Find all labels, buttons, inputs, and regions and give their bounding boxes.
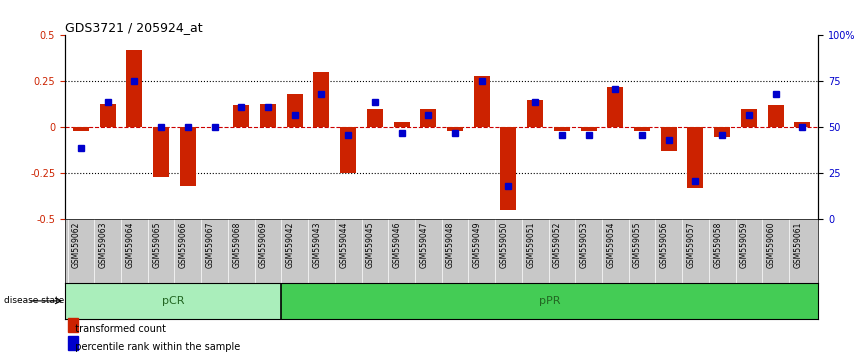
Text: GSM559058: GSM559058 bbox=[714, 221, 722, 268]
Bar bbox=[367, 109, 383, 127]
Bar bbox=[260, 103, 276, 127]
Bar bbox=[661, 127, 676, 152]
Text: GSM559056: GSM559056 bbox=[660, 221, 669, 268]
Text: GSM559057: GSM559057 bbox=[687, 221, 695, 268]
Text: pPR: pPR bbox=[540, 296, 560, 306]
Bar bbox=[65, 283, 281, 319]
Text: GSM559059: GSM559059 bbox=[740, 221, 749, 268]
Bar bbox=[73, 127, 89, 131]
Text: GSM559049: GSM559049 bbox=[473, 221, 481, 268]
Bar bbox=[180, 127, 196, 186]
Text: GSM559055: GSM559055 bbox=[633, 221, 642, 268]
Bar bbox=[474, 76, 490, 127]
Text: GSM559060: GSM559060 bbox=[766, 221, 776, 268]
Bar bbox=[794, 122, 811, 127]
Text: GSM559062: GSM559062 bbox=[72, 221, 81, 268]
Text: GSM559042: GSM559042 bbox=[286, 221, 294, 268]
Text: GSM559050: GSM559050 bbox=[500, 221, 508, 268]
Text: GSM559045: GSM559045 bbox=[365, 221, 375, 268]
Text: GSM559063: GSM559063 bbox=[99, 221, 107, 268]
Bar bbox=[100, 103, 116, 127]
Text: GSM559048: GSM559048 bbox=[446, 221, 455, 268]
Bar bbox=[607, 87, 624, 127]
Text: pCR: pCR bbox=[162, 296, 184, 306]
Text: GSM559065: GSM559065 bbox=[152, 221, 161, 268]
Bar bbox=[767, 105, 784, 127]
Bar bbox=[340, 127, 356, 173]
Bar bbox=[393, 122, 410, 127]
Text: GSM559051: GSM559051 bbox=[527, 221, 535, 268]
Bar bbox=[153, 127, 169, 177]
Bar bbox=[580, 127, 597, 131]
Bar bbox=[287, 94, 303, 127]
Text: GSM559068: GSM559068 bbox=[232, 221, 242, 268]
Text: GSM559052: GSM559052 bbox=[553, 221, 562, 268]
Text: GSM559053: GSM559053 bbox=[579, 221, 589, 268]
Bar bbox=[714, 127, 730, 137]
Text: transformed count: transformed count bbox=[69, 324, 166, 334]
Bar bbox=[501, 127, 516, 210]
Text: percentile rank within the sample: percentile rank within the sample bbox=[69, 342, 241, 352]
Text: GSM559046: GSM559046 bbox=[392, 221, 402, 268]
Text: GSM559069: GSM559069 bbox=[259, 221, 268, 268]
Text: GSM559047: GSM559047 bbox=[419, 221, 429, 268]
Bar bbox=[313, 72, 329, 127]
Text: GSM559043: GSM559043 bbox=[313, 221, 321, 268]
Text: GSM559066: GSM559066 bbox=[179, 221, 188, 268]
Text: GSM559054: GSM559054 bbox=[606, 221, 616, 268]
Bar bbox=[233, 105, 249, 127]
Bar bbox=[447, 127, 463, 131]
Bar bbox=[741, 109, 757, 127]
Text: disease state: disease state bbox=[4, 296, 65, 306]
Bar bbox=[634, 127, 650, 131]
Bar bbox=[554, 127, 570, 131]
Text: GDS3721 / 205924_at: GDS3721 / 205924_at bbox=[65, 21, 203, 34]
Bar bbox=[688, 127, 703, 188]
Text: GSM559061: GSM559061 bbox=[793, 221, 802, 268]
Text: GSM559067: GSM559067 bbox=[205, 221, 215, 268]
Text: GSM559044: GSM559044 bbox=[339, 221, 348, 268]
Text: GSM559064: GSM559064 bbox=[126, 221, 134, 268]
Bar bbox=[126, 50, 142, 127]
Bar bbox=[420, 109, 436, 127]
Bar bbox=[527, 100, 543, 127]
Bar bbox=[281, 283, 818, 319]
